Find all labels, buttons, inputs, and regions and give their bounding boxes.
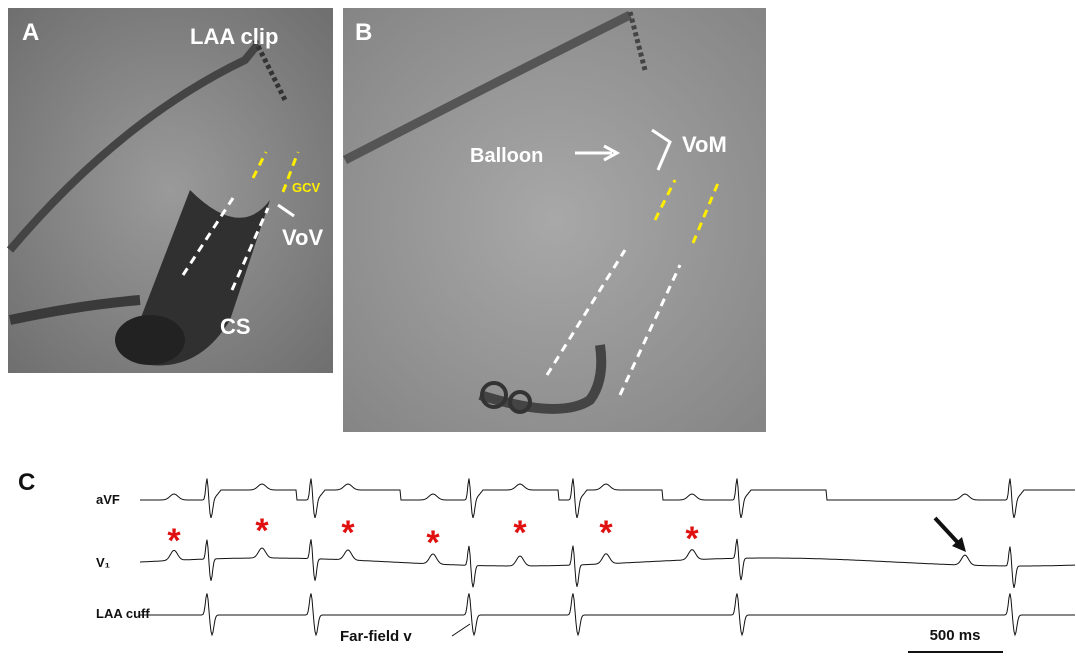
annotation: Far-field v <box>340 628 412 645</box>
panel-a-image <box>8 8 333 373</box>
panel-label: B <box>355 19 372 46</box>
scale-label: 500 ms <box>930 627 981 644</box>
arrow <box>935 518 960 545</box>
lead-label: aVF <box>96 492 120 507</box>
annotation: CS <box>220 314 251 339</box>
panel-label: C <box>18 469 35 496</box>
annotation: LAA clip <box>190 24 278 49</box>
asterisk: * <box>599 514 613 552</box>
annotation: GCV <box>292 180 321 195</box>
trace-avf <box>140 479 1075 518</box>
pointer <box>452 624 470 636</box>
lead-label: LAA cuff <box>96 606 150 621</box>
panel-b-image <box>343 8 766 432</box>
asterisk: * <box>341 514 355 552</box>
asterisks: * * * * * * * <box>167 512 699 562</box>
annotation: Balloon <box>470 145 543 167</box>
asterisk: * <box>513 514 527 552</box>
annotation: VoM <box>682 132 727 157</box>
asterisk: * <box>685 520 699 558</box>
annotation: VoV <box>282 225 323 250</box>
ecg-traces <box>140 479 1075 635</box>
asterisk: * <box>167 522 181 560</box>
asterisk: * <box>255 512 269 550</box>
lead-label: V₁ <box>96 555 110 570</box>
asterisk: * <box>426 524 440 562</box>
panel-label: A <box>22 19 39 46</box>
figure: A LAA clip GCV VoV CS B Balloon VoM C aV… <box>0 0 1076 656</box>
